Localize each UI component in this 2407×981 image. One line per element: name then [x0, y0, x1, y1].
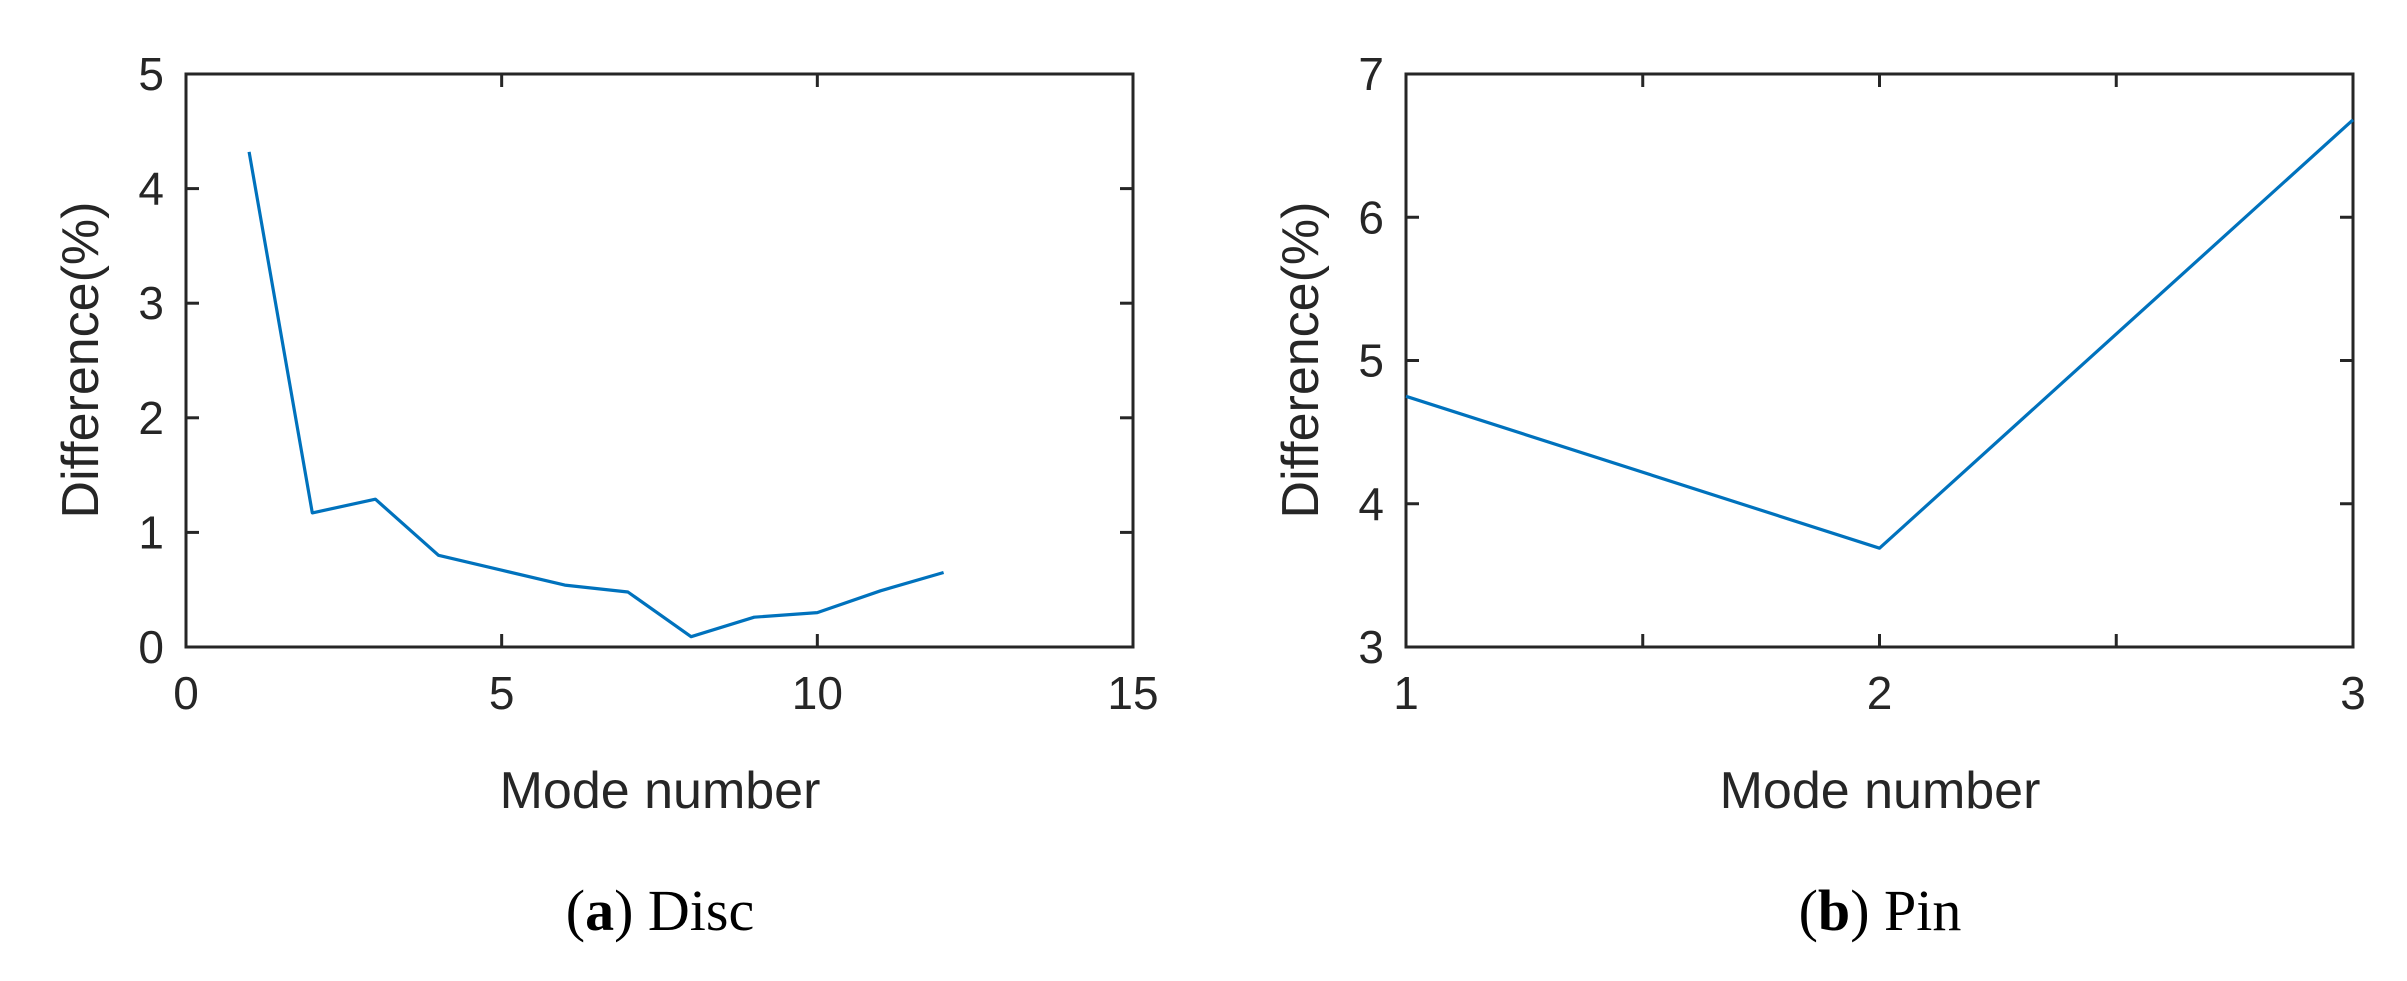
plot-area-frame: [184, 72, 1135, 649]
y-tick-label: 0: [138, 621, 164, 673]
x-tick-label: 10: [792, 667, 843, 719]
series-line: [247, 151, 945, 639]
tick-marks: [1404, 72, 2355, 649]
x-tick-labels: 1 2 3: [1393, 667, 2366, 719]
y-axis-label: Difference(%): [52, 202, 110, 519]
y-tick-label: 4: [1358, 478, 1384, 530]
series-lines: [247, 151, 945, 639]
y-tick-label: 3: [138, 277, 164, 329]
x-tick-label: 3: [2340, 667, 2366, 719]
y-tick-label: 6: [1358, 191, 1384, 243]
y-tick-labels: 0 1 2 3 4 5: [138, 48, 164, 673]
y-tick-label: 5: [1358, 335, 1384, 387]
x-tick-label: 2: [1867, 667, 1893, 719]
x-axis-label: Mode number: [500, 762, 821, 820]
panel-caption: (b) Pin: [1799, 878, 1962, 943]
plot-area-frame: [1404, 72, 2355, 649]
x-tick-label: 0: [173, 667, 199, 719]
y-tick-label: 5: [138, 48, 164, 100]
x-tick-label: 1: [1393, 667, 1419, 719]
y-tick-label: 4: [138, 163, 164, 215]
tick-marks: [184, 72, 1135, 649]
panel-caption: (a) Disc: [566, 878, 754, 943]
series-lines: [1405, 118, 2355, 550]
panel-label: b: [1818, 878, 1850, 943]
series-line: [1405, 118, 2355, 550]
x-axis-label: Mode number: [1720, 762, 2041, 820]
y-tick-label: 7: [1358, 48, 1384, 100]
y-tick-label: 3: [1358, 621, 1384, 673]
panel-label: a: [585, 878, 614, 943]
y-tick-label: 2: [138, 392, 164, 444]
panel-caption-text: Disc: [648, 878, 754, 943]
y-tick-label: 1: [138, 506, 164, 558]
x-tick-label: 5: [489, 667, 515, 719]
y-tick-labels: 3 4 5 6 7: [1358, 48, 1384, 673]
panel-pin: 1 2 3 3 4 5 6 7 Mode number Difference(%) (b) …: [1272, 48, 2366, 943]
y-axis-label: Difference(%): [1272, 202, 1330, 519]
x-tick-labels: 0 5 10 15: [173, 667, 1158, 719]
x-tick-label: 15: [1107, 667, 1158, 719]
panel-caption-text: Pin: [1884, 878, 1961, 943]
